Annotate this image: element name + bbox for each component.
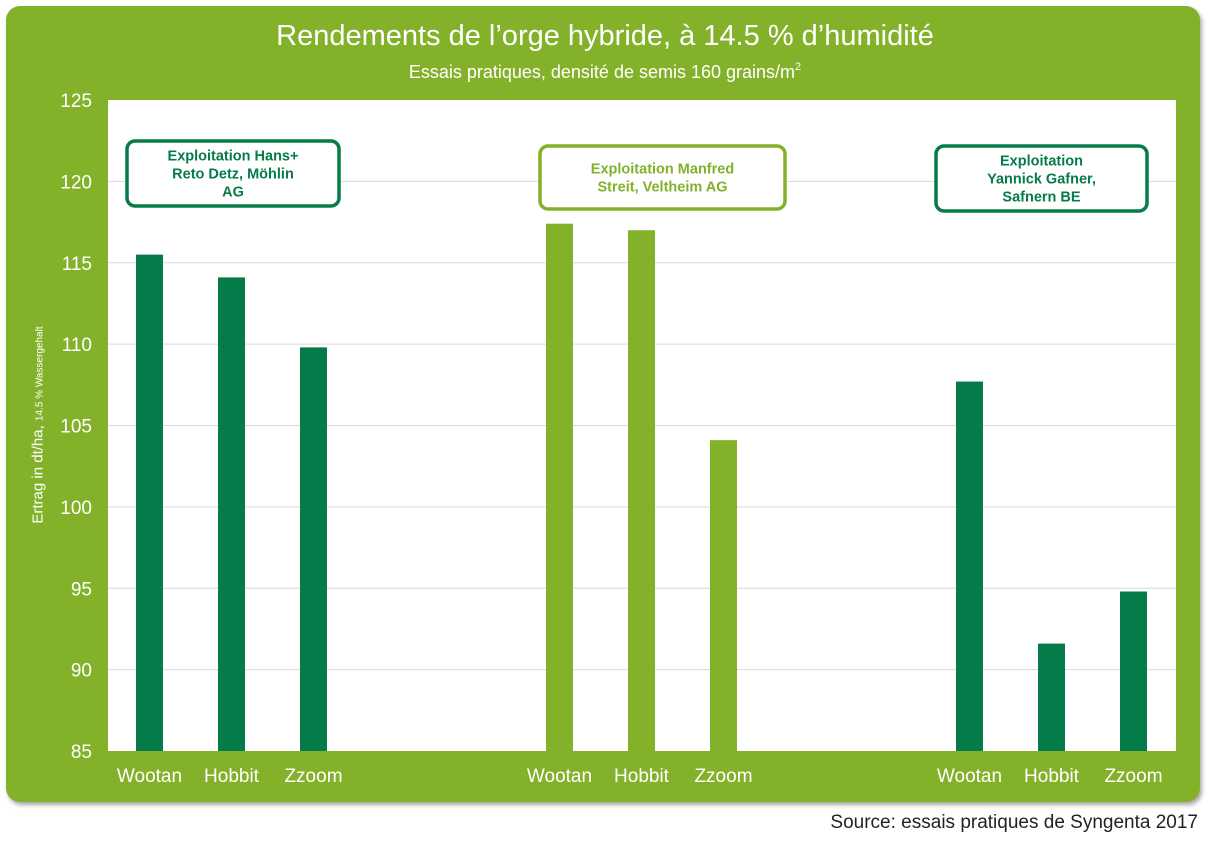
chart-subtitle-superscript: 2: [795, 61, 802, 73]
group-label-box: [934, 144, 1149, 213]
group-label-text: Exploitation Manfred: [591, 162, 734, 178]
y-tick-label: 105: [60, 417, 92, 438]
group-label-text: AG: [222, 185, 244, 201]
bar: [136, 254, 163, 752]
chart-subtitle-text: Essais pratiques, densité de semis 160 g…: [408, 62, 796, 82]
y-tick-label: 110: [62, 335, 92, 356]
x-tick-label: Wootan: [527, 766, 592, 787]
bar: [710, 440, 737, 751]
x-tick-label: Hobbit: [1024, 766, 1080, 787]
group-label-text: Reto Detz, Möhlin: [172, 167, 294, 183]
group-label-text: Exploitation Hans+: [168, 149, 299, 165]
bar: [300, 347, 327, 751]
group-label-text: Exploitation: [1000, 154, 1083, 170]
y-tick-label: 85: [71, 742, 92, 763]
chart-title: Rendements de l’orge hybride, à 14.5 % d…: [276, 20, 934, 52]
group-label-text: Yannick Gafner,: [987, 172, 1096, 188]
group-label-text: Streit, Veltheim AG: [598, 180, 728, 196]
x-tick-label: Zzoom: [1104, 766, 1162, 787]
bar: [956, 381, 983, 751]
group-label-box: [125, 139, 341, 208]
y-tick-label: 125: [60, 91, 92, 112]
chart-subtitle: Essais pratiques, densité de semis 160 g…: [0, 55, 1210, 84]
x-tick-label: Hobbit: [204, 766, 260, 787]
source-note: Source: essais pratiques de Syngenta 201…: [830, 812, 1198, 833]
x-tick-label: Wootan: [117, 766, 182, 787]
bar: [1038, 643, 1065, 751]
y-tick-label: 115: [62, 254, 92, 275]
y-tick-label: 90: [71, 661, 92, 682]
bar: [218, 277, 245, 751]
x-tick-label: Zzoom: [284, 766, 342, 787]
bar: [1120, 591, 1147, 751]
x-tick-label: Zzoom: [694, 766, 752, 787]
bar: [546, 223, 573, 751]
y-tick-label: 120: [60, 172, 92, 193]
x-tick-label: Wootan: [937, 766, 1002, 787]
group-label-text: Safnern BE: [1002, 190, 1080, 206]
y-tick-label: 100: [60, 498, 92, 519]
y-tick-label: 95: [71, 579, 92, 600]
x-tick-label: Hobbit: [614, 766, 670, 787]
bar: [628, 230, 655, 751]
group-label-box: [538, 144, 787, 211]
